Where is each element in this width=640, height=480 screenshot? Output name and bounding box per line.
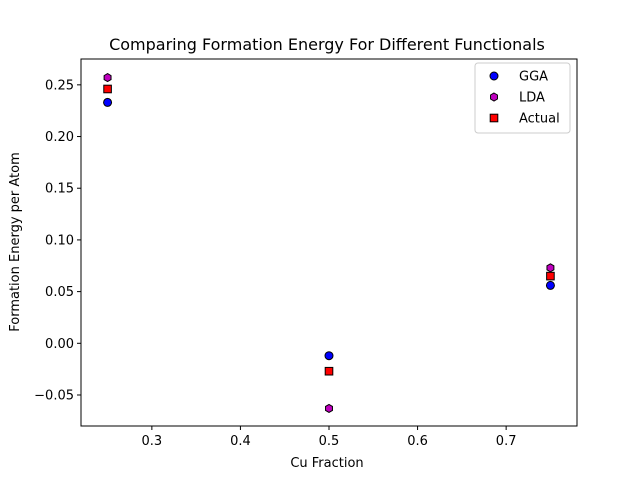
y-tick-label: 0.25 bbox=[45, 78, 74, 93]
data-point-lda bbox=[103, 73, 112, 83]
legend-marker-actual bbox=[489, 113, 499, 123]
x-tick-label: 0.4 bbox=[230, 434, 251, 449]
x-tick-label: 0.3 bbox=[142, 434, 163, 449]
legend-label-lda: LDA bbox=[519, 91, 545, 106]
x-axis: 0.3 0.4 0.5 0.6 0.7 bbox=[142, 426, 517, 449]
legend-marker-gga bbox=[489, 71, 499, 81]
data-points bbox=[103, 73, 555, 414]
data-point-actual bbox=[324, 366, 334, 376]
chart-title: Comparing Formation Energy For Different… bbox=[109, 35, 545, 54]
legend-marker-lda bbox=[490, 92, 498, 102]
data-point-gga bbox=[324, 351, 334, 361]
data-point-gga bbox=[545, 280, 555, 290]
x-tick-label: 0.7 bbox=[496, 434, 517, 449]
y-axis: 0.25 0.20 0.15 0.10 0.05 0.00 −0.05 bbox=[34, 78, 81, 403]
y-tick-label: 0.15 bbox=[45, 182, 74, 197]
data-point-gga bbox=[103, 97, 113, 107]
y-tick-label: 0.00 bbox=[45, 337, 74, 352]
y-axis-label: Formation Energy per Atom bbox=[8, 152, 23, 332]
data-point-actual bbox=[103, 84, 112, 94]
data-point-lda bbox=[546, 263, 555, 273]
legend-label-gga: GGA bbox=[519, 70, 548, 85]
legend-box bbox=[474, 62, 571, 134]
legend: GGA LDA Actual bbox=[474, 62, 571, 134]
x-tick-label: 0.5 bbox=[319, 434, 340, 449]
y-tick-label: 0.05 bbox=[45, 285, 74, 300]
x-axis-label: Cu Fraction bbox=[290, 456, 363, 471]
y-tick-label: −0.05 bbox=[34, 388, 74, 403]
y-tick-label: 0.10 bbox=[45, 233, 74, 248]
data-point-lda bbox=[325, 403, 333, 414]
legend-label-actual: Actual bbox=[519, 112, 560, 127]
x-tick-label: 0.6 bbox=[407, 434, 428, 449]
data-point-actual bbox=[546, 271, 555, 281]
y-tick-label: 0.20 bbox=[45, 130, 74, 145]
